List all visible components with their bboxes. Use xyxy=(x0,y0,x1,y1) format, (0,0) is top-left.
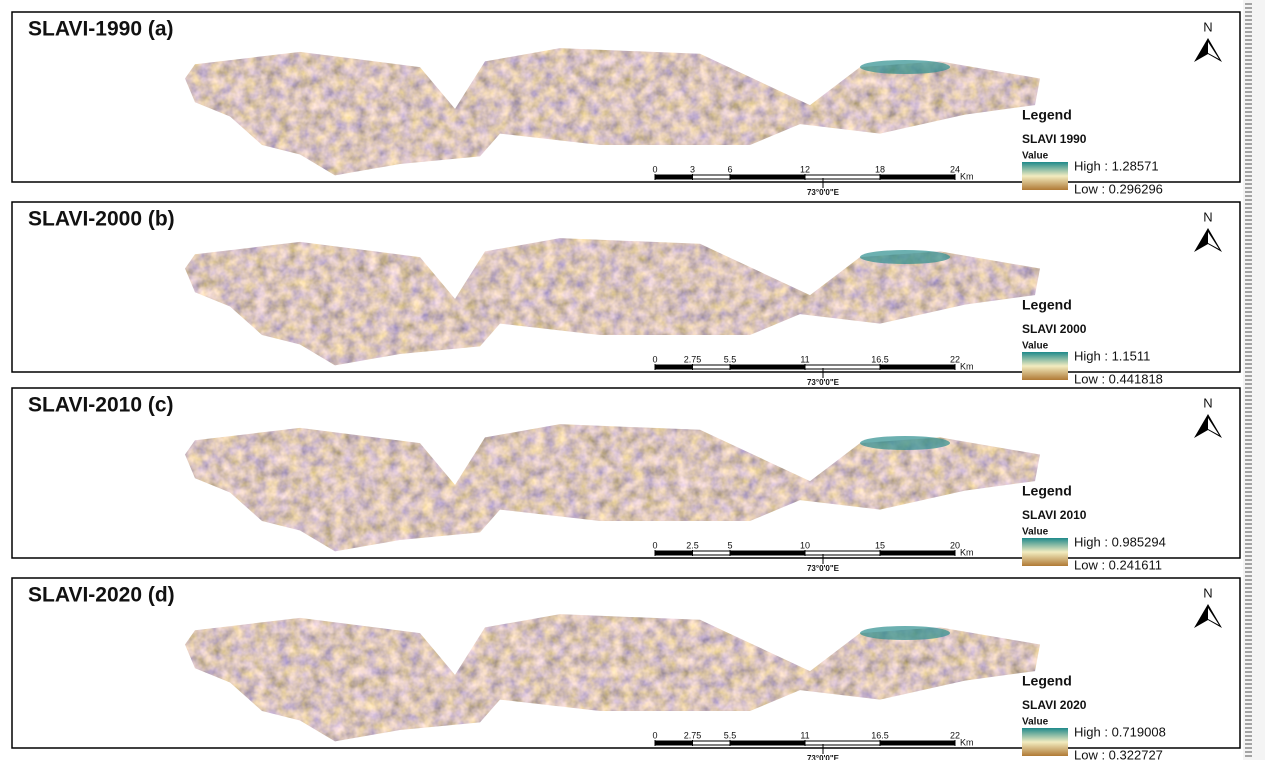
scale-label: 0 xyxy=(652,540,657,550)
legend-value: Value xyxy=(1022,527,1049,538)
legend-low: Low : 0.241611 xyxy=(1074,557,1162,572)
longitude-label: 73°0'0"E xyxy=(807,188,840,197)
longitude-label: 73°0'0"E xyxy=(807,754,840,760)
scale-label: 0 xyxy=(652,730,657,740)
teal-patch xyxy=(860,250,950,264)
legend-layer: SLAVI 2020 xyxy=(1022,698,1087,712)
scale-segment xyxy=(730,741,805,745)
scale-segment xyxy=(693,365,731,369)
scale-unit: Km xyxy=(960,361,974,371)
map-panel: SLAVI-2010 (c) N Legend SLAVI 2010 Value High… xyxy=(12,388,1240,573)
legend-ramp xyxy=(1022,352,1068,380)
scale-label: 6 xyxy=(727,164,732,174)
scale-label: 5 xyxy=(727,540,732,550)
legend-high: High : 0.985294 xyxy=(1074,534,1166,549)
legend-value: Value xyxy=(1022,717,1049,728)
scale-segment xyxy=(880,365,955,369)
longitude-label: 73°0'0"E xyxy=(807,564,840,573)
scale-segment xyxy=(880,551,955,555)
scale-label: 3 xyxy=(690,164,695,174)
legend-title: Legend xyxy=(1022,297,1072,313)
scale-label: 15 xyxy=(875,540,885,550)
scale-segment xyxy=(693,551,731,555)
panel-title: SLAVI-2020 (d) xyxy=(28,584,175,607)
legend-high: High : 1.28571 xyxy=(1074,158,1159,173)
scale-segment xyxy=(655,175,693,179)
longitude-label: 73°0'0"E xyxy=(807,378,840,387)
scale-unit: Km xyxy=(960,171,974,181)
legend-layer: SLAVI 2000 xyxy=(1022,322,1087,336)
teal-patch xyxy=(860,626,950,640)
scale-label: 5.5 xyxy=(724,730,737,740)
legend-high: High : 1.1511 xyxy=(1074,348,1150,363)
scale-label: 12 xyxy=(800,164,810,174)
north-label: N xyxy=(1203,19,1212,34)
scale-segment xyxy=(655,741,693,745)
scale-segment xyxy=(805,365,880,369)
map-panel: SLAVI-2000 (b) N Legend SLAVI 2000 Value High… xyxy=(12,202,1240,387)
scale-label: 18 xyxy=(875,164,885,174)
legend-ramp xyxy=(1022,162,1068,190)
north-label: N xyxy=(1203,209,1212,224)
legend-high: High : 0.719008 xyxy=(1074,724,1166,739)
scale-label: 5.5 xyxy=(724,354,737,364)
scale-label: 2.75 xyxy=(684,354,702,364)
scale-segment xyxy=(730,365,805,369)
scale-label: 2.5 xyxy=(686,540,699,550)
scale-label: 16.5 xyxy=(871,730,889,740)
scale-segment xyxy=(730,175,805,179)
north-label: N xyxy=(1203,585,1212,600)
scale-segment xyxy=(655,551,693,555)
legend-ramp xyxy=(1022,538,1068,566)
teal-patch xyxy=(860,436,950,450)
panel-title: SLAVI-2000 (b) xyxy=(28,208,175,231)
legend-title: Legend xyxy=(1022,483,1072,499)
panel-title: SLAVI-2010 (c) xyxy=(28,394,174,417)
scale-label: 24 xyxy=(950,164,960,174)
scale-segment xyxy=(880,175,955,179)
scale-label: 16.5 xyxy=(871,354,889,364)
legend-layer: SLAVI 2010 xyxy=(1022,508,1087,522)
scale-label: 11 xyxy=(800,730,809,740)
legend-ramp xyxy=(1022,728,1068,756)
north-label: N xyxy=(1203,395,1212,410)
legend-low: Low : 0.322727 xyxy=(1074,747,1163,760)
legend-value: Value xyxy=(1022,151,1049,162)
figure: SLAVI-1990 (a) N Legend SLAVI 1990 Value High… xyxy=(0,0,1274,760)
scale-segment xyxy=(693,175,731,179)
teal-patch xyxy=(860,60,950,74)
scale-segment xyxy=(655,365,693,369)
scale-label: 11 xyxy=(800,354,809,364)
legend-layer: SLAVI 1990 xyxy=(1022,132,1087,146)
scale-label: 0 xyxy=(652,354,657,364)
legend-low: Low : 0.296296 xyxy=(1074,181,1163,196)
scale-segment xyxy=(805,551,880,555)
legend-title: Legend xyxy=(1022,107,1072,123)
panel-title: SLAVI-1990 (a) xyxy=(28,18,174,41)
scale-segment xyxy=(880,741,955,745)
scale-label: 10 xyxy=(800,540,810,550)
scale-segment xyxy=(805,741,880,745)
scale-segment xyxy=(693,741,731,745)
scale-segment xyxy=(730,551,805,555)
scale-label: 22 xyxy=(950,354,960,364)
scale-unit: Km xyxy=(960,737,974,747)
scale-segment xyxy=(805,175,880,179)
scale-label: 22 xyxy=(950,730,960,740)
legend-low: Low : 0.441818 xyxy=(1074,371,1163,386)
scale-label: 0 xyxy=(652,164,657,174)
scale-label: 20 xyxy=(950,540,960,550)
scale-label: 2.75 xyxy=(684,730,702,740)
map-panel: SLAVI-2020 (d) N Legend SLAVI 2020 Value High… xyxy=(12,578,1240,760)
legend-value: Value xyxy=(1022,341,1049,352)
scale-unit: Km xyxy=(960,547,974,557)
legend-title: Legend xyxy=(1022,673,1072,689)
map-panel: SLAVI-1990 (a) N Legend SLAVI 1990 Value High… xyxy=(12,12,1240,197)
